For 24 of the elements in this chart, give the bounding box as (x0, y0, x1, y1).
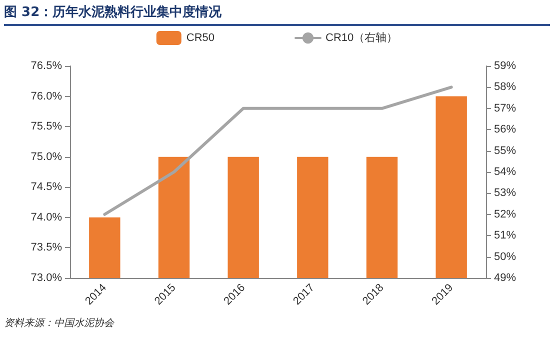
text: 资料来源：中国水泥协会 (4, 316, 114, 330)
y2-tick-label: 54% (494, 166, 516, 178)
y-tick-label: 76.5% (30, 60, 62, 72)
y2-tick-label: 58% (494, 81, 516, 94)
y-tick-label: 75.5% (30, 120, 62, 133)
y2-tick-label: 57% (494, 102, 516, 114)
y-tick-label: 76.0% (30, 90, 62, 102)
y-tick-label: 74.5% (30, 181, 62, 194)
y2-tick-label: 51% (494, 230, 516, 242)
y2-tick-label: 52% (494, 208, 516, 220)
legend-label: CR50 (186, 32, 214, 44)
y-tick-label: 74.0% (30, 211, 62, 224)
line-series (103, 86, 453, 216)
chart-title: 图 32：历年水泥熟料行业集中度情况 (4, 2, 550, 26)
y2-tick-label: 50% (494, 250, 516, 263)
y-tick-label: 73.0% (30, 272, 62, 284)
y2-tick-label: 53% (494, 187, 516, 200)
y-tick-label: 73.5% (30, 242, 62, 254)
y2-tick-label: 59% (494, 60, 516, 72)
y2-tick-label: 49% (494, 272, 516, 284)
y2-tick-label: 55% (494, 144, 516, 157)
y-tick-label: 75.0% (30, 150, 62, 163)
y2-tick-label: 56% (494, 124, 516, 136)
legend-label: CR10（右轴） (326, 31, 398, 44)
